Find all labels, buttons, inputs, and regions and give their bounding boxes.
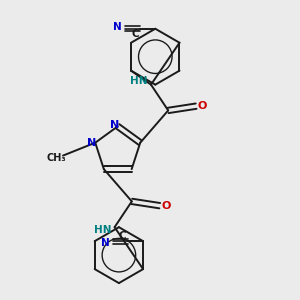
Text: O: O <box>161 201 171 211</box>
Text: C: C <box>131 29 139 39</box>
Text: CH₃: CH₃ <box>47 153 66 163</box>
Text: HN: HN <box>94 225 112 236</box>
Text: HN: HN <box>130 76 148 86</box>
Text: C: C <box>119 231 127 241</box>
Text: O: O <box>198 101 207 111</box>
Text: N: N <box>113 22 122 32</box>
Text: N: N <box>87 138 97 148</box>
Text: N: N <box>101 238 110 248</box>
Text: N: N <box>110 120 119 130</box>
